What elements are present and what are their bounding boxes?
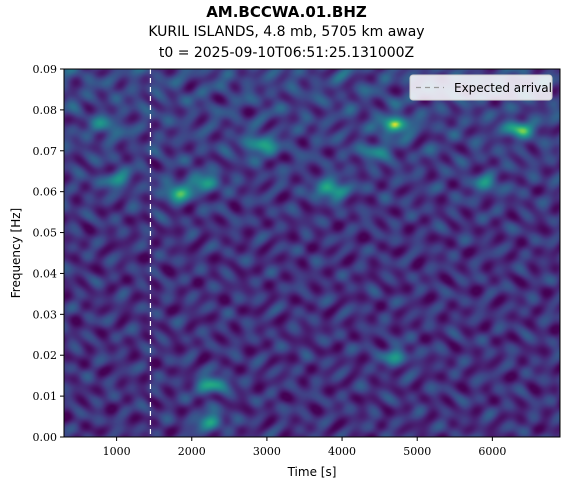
y-tick-label: 0.05: [33, 227, 58, 240]
plot-frame: [63, 68, 561, 438]
x-tick-label: 2000: [178, 445, 206, 458]
y-axis-label: Frequency [Hz]: [9, 208, 23, 299]
chart-origin-time: t0 = 2025-09-10T06:51:25.131000Z: [158, 45, 415, 61]
x-tick-label: 1000: [103, 445, 131, 458]
y-tick-label: 0.01: [33, 390, 58, 403]
y-tick-label: 0.07: [33, 145, 58, 158]
legend: Expected arrival: [409, 74, 553, 101]
y-tick-label: 0.03: [33, 308, 58, 321]
y-tick-label: 0.09: [33, 63, 58, 76]
y-tick-label: 0.06: [33, 186, 58, 199]
chart-title: AM.BCCWA.01.BHZ: [206, 3, 367, 21]
legend-label: Expected arrival: [454, 81, 552, 95]
x-tick-label: 3000: [253, 445, 281, 458]
chart-subtitle: KURIL ISLANDS, 4.8 mb, 5705 km away: [148, 24, 425, 40]
y-tick-label: 0.02: [33, 349, 58, 362]
legend-box: [409, 74, 553, 101]
x-axis: 1000 2000 3000 4000 5000 6000: [103, 437, 506, 458]
y-tick-label: 0.00: [33, 431, 58, 444]
y-axis: 0.00 0.01 0.02 0.03 0.04 0.05 0.06 0.07 0.08 0.09: [33, 63, 64, 444]
x-tick-label: 6000: [478, 445, 506, 458]
x-tick-label: 5000: [403, 445, 431, 458]
y-tick-label: 0.04: [33, 267, 58, 280]
spectrogram-heatmap: [64, 69, 560, 437]
x-tick-label: 4000: [328, 445, 356, 458]
x-axis-label: Time [s]: [287, 465, 337, 479]
y-tick-label: 0.08: [33, 104, 58, 117]
